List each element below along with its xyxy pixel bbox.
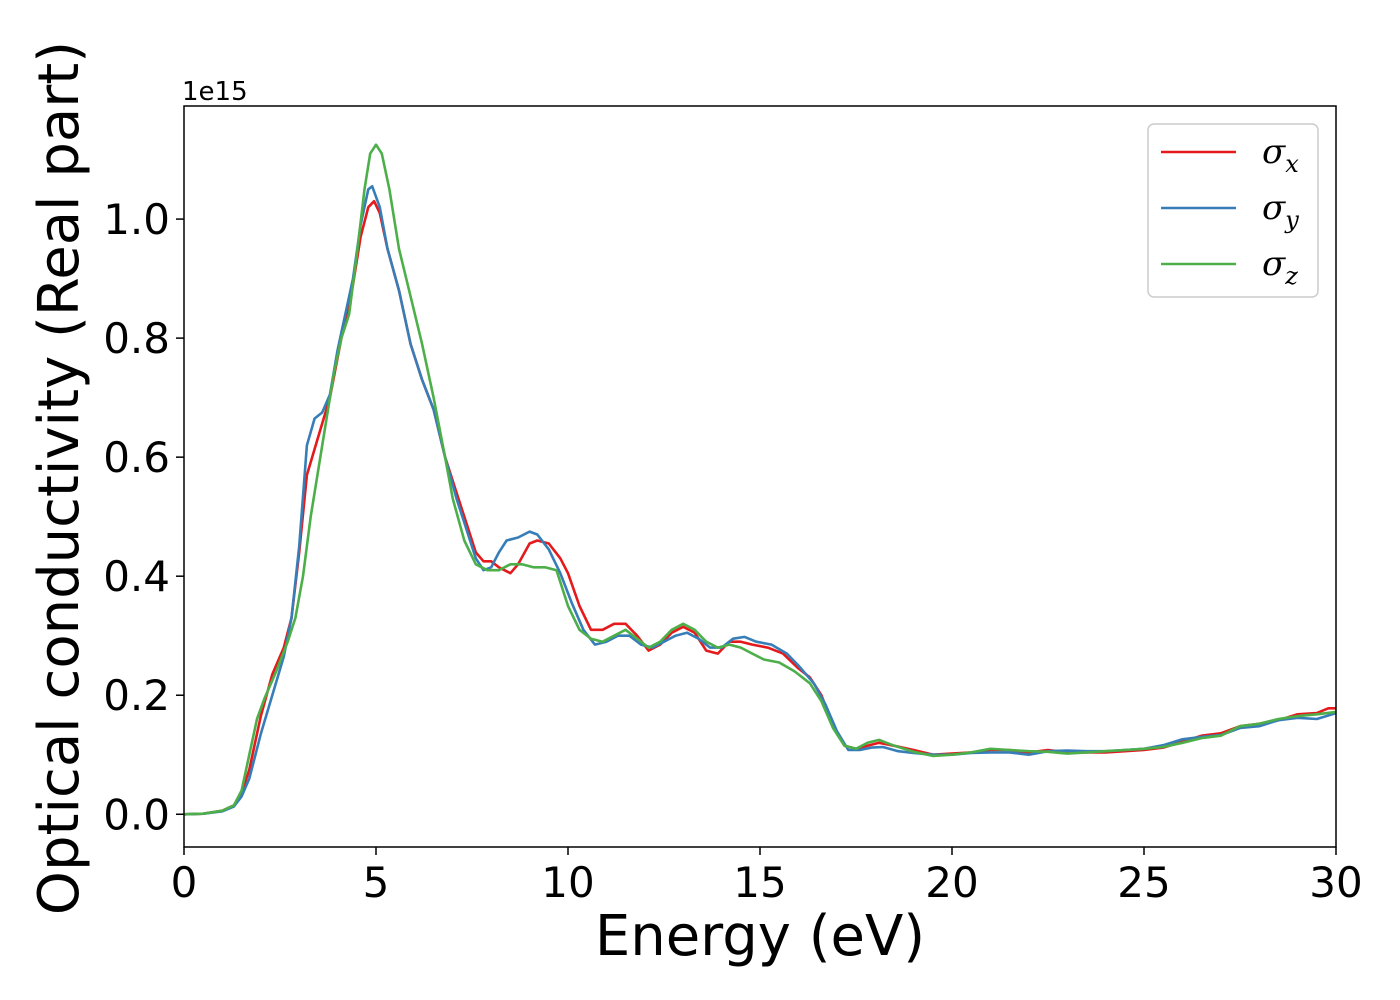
x-tick-label: 30 — [1309, 858, 1362, 907]
x-tick-label: 25 — [1117, 858, 1170, 907]
y-axis-label: Optical conductivity (Real part) — [27, 41, 92, 915]
x-axis-label: Energy (eV) — [595, 904, 925, 969]
y-tick-label: 0.0 — [103, 790, 170, 839]
legend-box — [1147, 123, 1319, 298]
x-axis-ticks: 0 5 10 15 20 25 30 — [171, 847, 1363, 907]
y-axis-ticks: 0.0 0.2 0.4 0.6 0.8 1.0 — [103, 195, 184, 839]
x-tick-label: 20 — [925, 858, 978, 907]
series-lines — [183, 143, 1337, 816]
x-tick-label: 15 — [733, 858, 786, 907]
y-tick-label: 1.0 — [103, 195, 170, 244]
y-tick-label: 0.8 — [103, 314, 170, 363]
y-tick-label: 0.2 — [103, 671, 170, 720]
y-tick-label: 0.6 — [103, 433, 170, 482]
x-tick-label: 5 — [363, 858, 390, 907]
x-tick-label: 0 — [171, 858, 198, 907]
series-line-z — [183, 143, 1337, 816]
y-tick-label: 0.4 — [103, 552, 170, 601]
y-offset-label: 1e15 — [182, 77, 248, 107]
x-tick-label: 10 — [541, 858, 594, 907]
